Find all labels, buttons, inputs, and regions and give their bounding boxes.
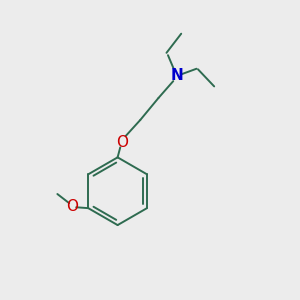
Text: N: N [170,68,183,83]
Text: O: O [116,134,128,149]
Text: O: O [66,199,78,214]
